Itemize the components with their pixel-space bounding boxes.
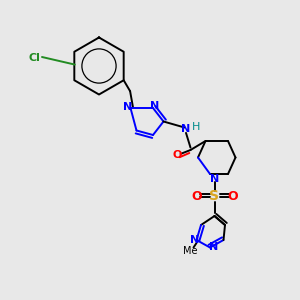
Text: H: H	[192, 122, 201, 133]
Text: N: N	[209, 242, 218, 253]
Text: Me: Me	[183, 245, 198, 256]
Text: O: O	[227, 190, 238, 203]
Text: N: N	[151, 101, 160, 111]
Text: Cl: Cl	[28, 53, 40, 64]
Text: N: N	[124, 101, 133, 112]
Text: N: N	[190, 235, 200, 245]
Text: N: N	[210, 173, 219, 184]
Text: N: N	[182, 124, 190, 134]
Text: S: S	[209, 190, 220, 203]
Text: O: O	[172, 149, 182, 160]
Text: O: O	[191, 190, 202, 203]
